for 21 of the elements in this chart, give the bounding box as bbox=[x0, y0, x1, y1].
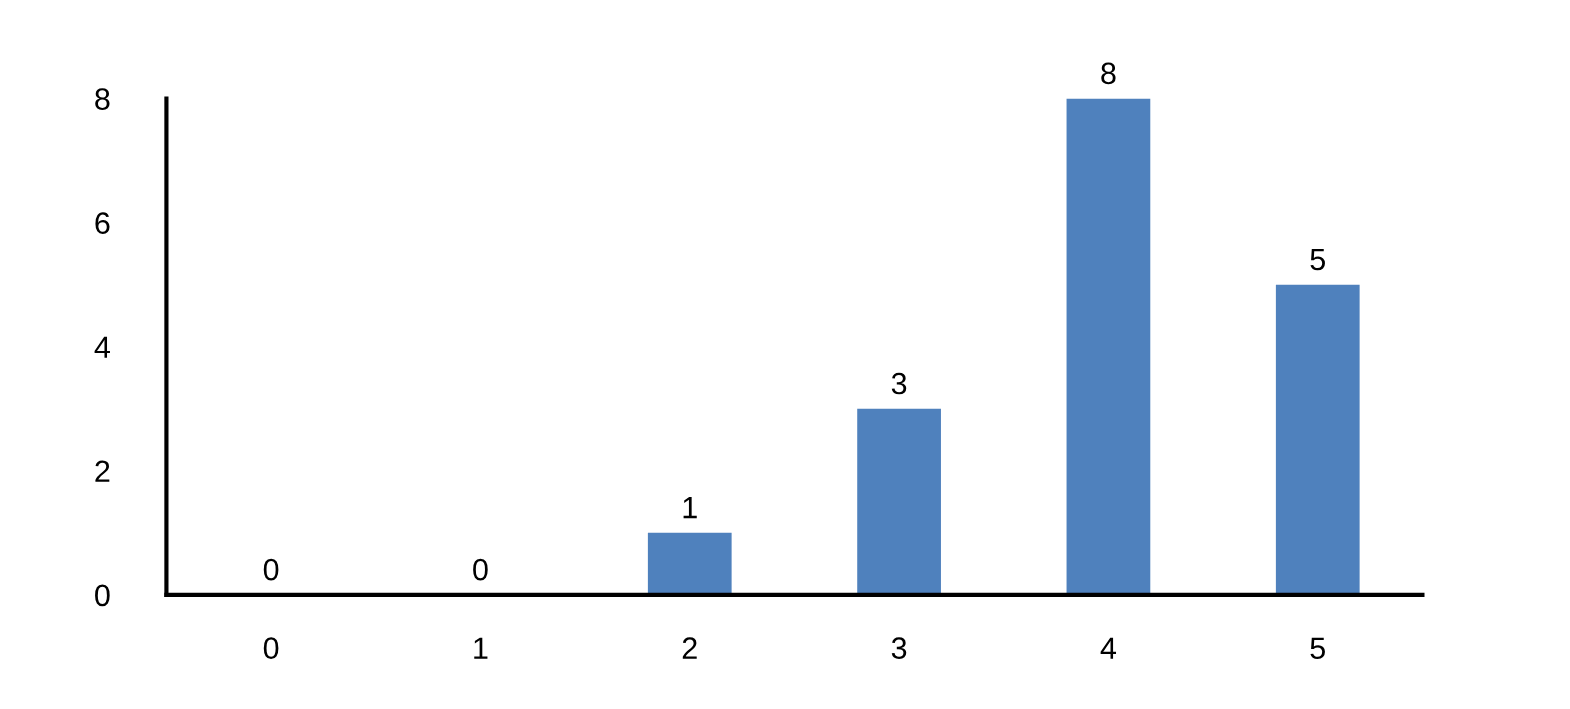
y-tick-label: 4 bbox=[94, 336, 110, 358]
y-tick-label: 2 bbox=[95, 460, 110, 482]
x-tick-label: 3 bbox=[891, 637, 907, 659]
data-label: 3 bbox=[891, 372, 907, 395]
data-label: 8 bbox=[1101, 62, 1116, 85]
data-label: 1 bbox=[683, 497, 697, 519]
x-tick-label: 5 bbox=[1310, 637, 1325, 659]
bar bbox=[1066, 98, 1151, 595]
x-tick-label: 0 bbox=[263, 637, 279, 659]
y-tick-label: 0 bbox=[95, 584, 110, 607]
x-tick-label: 2 bbox=[682, 637, 697, 659]
bar bbox=[1275, 284, 1360, 595]
x-tick-label: 1 bbox=[474, 637, 488, 659]
data-label: 0 bbox=[263, 558, 279, 581]
x-tick-label: 4 bbox=[1100, 637, 1117, 659]
bar bbox=[647, 532, 732, 595]
data-label: 5 bbox=[1310, 248, 1325, 271]
y-tick-label: 8 bbox=[95, 88, 110, 110]
data-label: 0 bbox=[473, 558, 488, 581]
y-tick-label: 6 bbox=[95, 212, 110, 234]
bar bbox=[857, 408, 941, 595]
